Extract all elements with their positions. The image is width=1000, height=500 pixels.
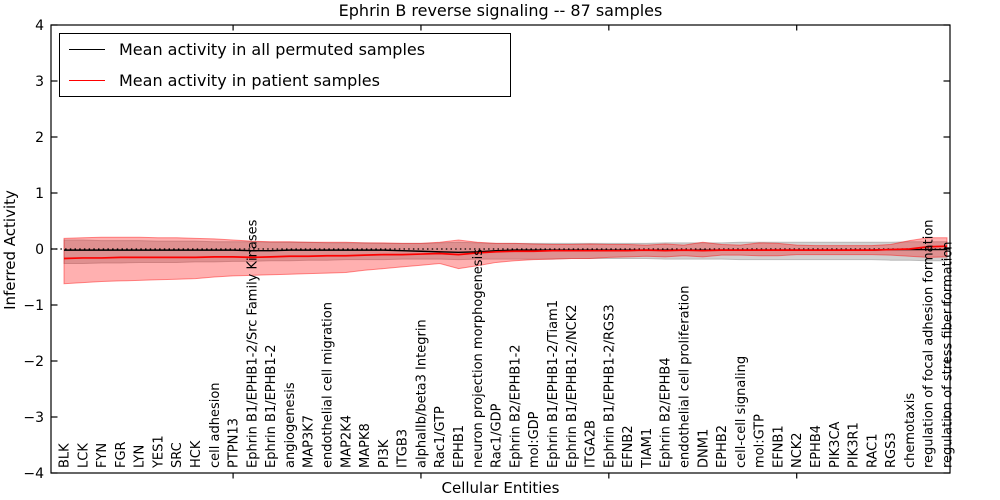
x-category-label: Rac1/GDP [490,403,505,468]
y-tick-label: −2 [23,354,44,370]
x-category-label: YES1 [151,435,166,469]
x-category-label: ITGB3 [396,429,411,468]
x-category-label: Ephrin B1/EPHB1-2 [264,344,279,468]
x-category-label: BLK [58,443,73,468]
x-category-label: mol:GTP [753,414,768,468]
x-category-label: Ephrin B1/EPHB1-2/Tiam1 [546,300,561,468]
x-category-label: MAPK8 [358,423,373,468]
patient-mean-line [63,245,948,260]
x-category-label: EPHB2 [715,425,730,468]
patient-samples-band [63,236,948,285]
y-tick-label: −4 [23,466,44,482]
legend-item-patient: Mean activity in patient samples [69,68,510,94]
y-axis-label: Inferred Activity [1,190,19,310]
y-tick-label: 0 [35,242,44,258]
y-tick-label: 3 [35,74,44,90]
x-category-label: neuron projection morphogenesis [471,249,486,468]
y-tick-label: 2 [35,130,44,146]
x-category-label: endothelial cell proliferation [677,286,692,469]
x-category-label: EPHB4 [809,425,824,468]
x-category-label: mol:GDP [527,411,542,468]
x-category-label: cell-cell signaling [734,356,749,468]
x-category-label: Ephrin B2/EPHB1-2 [508,344,523,468]
x-category-label: FYN [95,443,110,468]
x-category-label: LYN [133,445,148,468]
x-category-label: Ephrin B1/EPHB1-2/RGS3 [602,304,617,468]
x-category-label: SRC [170,442,185,468]
x-category-label: EFNB1 [771,425,786,468]
x-category-label: HCK [189,440,204,468]
x-category-label: NCK2 [790,432,805,468]
x-category-label: Ephrin B2/EPHB4 [659,357,674,468]
legend-item-permuted: Mean activity in all permuted samples [69,37,510,63]
x-category-label: Ephrin B1/EPHB1-2/NCK2 [565,304,580,468]
patient-line-sample-icon [69,80,105,81]
y-tick-label: 4 [35,18,44,34]
x-category-label: MAP2K4 [339,415,354,468]
x-category-label: EPHB1 [452,425,467,468]
legend: Mean activity in all permuted samples Me… [59,33,511,97]
x-category-label: FGR [114,441,129,468]
y-tick-label: 1 [35,186,44,202]
x-category-label: ITGA2B [584,420,599,468]
x-category-label: EFNB2 [621,425,636,468]
x-category-label: regulation of focal adhesion formation [922,219,937,468]
permuted-line-sample-icon [69,49,105,50]
x-category-label: PIK3R1 [847,422,862,468]
x-category-label: chemotaxis [903,393,918,468]
x-category-label: Rac1/GTP [433,406,448,468]
chart-title: Ephrin B reverse signaling -- 87 samples [338,1,663,20]
x-category-label: RGS3 [884,432,899,468]
x-category-label: PIK3CA [828,421,843,468]
x-category-label: alphaIIb/beta3 Integrin [414,319,429,468]
x-category-label: PTPN13 [227,418,242,468]
x-category-label: PI3K [377,439,392,468]
x-axis-label: Cellular Entities [441,479,560,497]
x-category-label: Ephrin B1/EPHB1-2/Src Family Kinases [245,219,260,468]
legend-label-permuted: Mean activity in all permuted samples [119,39,426,59]
x-category-label: cell adhesion [208,382,223,468]
legend-label-patient: Mean activity in patient samples [119,70,380,90]
y-tick-label: −1 [23,298,44,314]
x-category-label: TIAM1 [640,428,655,469]
x-category-label: DNM1 [696,429,711,468]
x-category-label: MAP3K7 [302,415,317,468]
x-category-label: angiogenesis [283,382,298,468]
x-category-label: LCK [76,443,91,468]
x-category-label: endothelial cell migration [321,302,336,468]
x-category-label: regulation of stress fiber formation [941,241,956,468]
y-tick-label: −3 [23,410,44,426]
x-category-label: RAC1 [865,433,880,468]
